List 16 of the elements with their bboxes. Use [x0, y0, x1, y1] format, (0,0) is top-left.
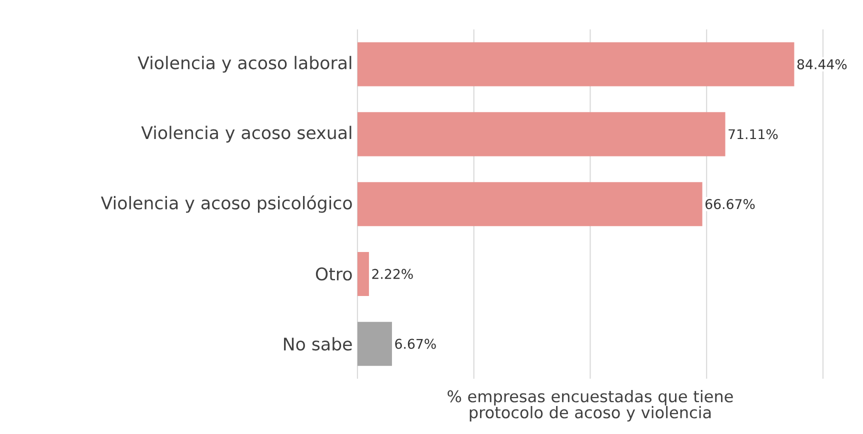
- data-label: 2.22%: [372, 269, 413, 280]
- data-label: 84.44%: [797, 59, 847, 70]
- bar: [357, 112, 726, 156]
- y-tick-label: No sabe: [284, 337, 352, 351]
- y-tick-label: Otro: [316, 268, 352, 281]
- data-label: 6.67%: [395, 339, 436, 350]
- y-tick-label: Violencia y acoso psicológico: [100, 196, 352, 214]
- data-label: 66.67%: [706, 199, 755, 210]
- data-label: 71.11%: [728, 129, 778, 140]
- bar: [357, 182, 702, 226]
- bar: [357, 322, 392, 366]
- bar: [357, 42, 794, 87]
- y-tick-label: Violencia y acoso sexual: [141, 126, 352, 143]
- bar: [357, 252, 369, 296]
- y-tick-label: Violencia y acoso laboral: [138, 56, 352, 73]
- x-axis-title: % empresas encuestadas que tiene protocolo de acoso y violencia: [448, 390, 733, 422]
